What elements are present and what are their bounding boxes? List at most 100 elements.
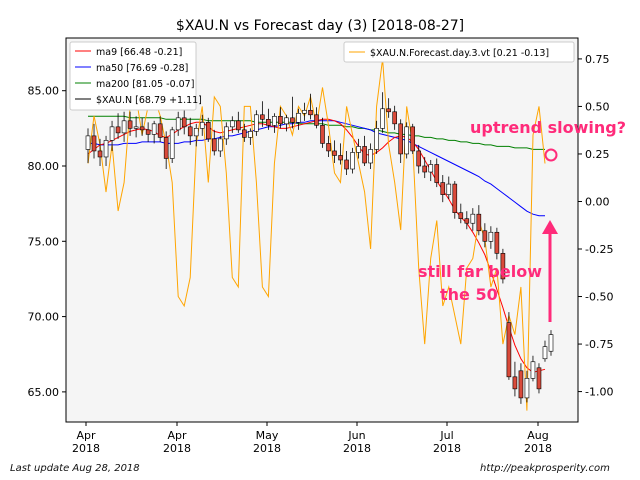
legend-label-forecast: $XAU.N.Forecast.day.3.vt [0.21 -0.13] <box>370 48 549 59</box>
y-left-tick-label: 75.00 <box>28 235 60 248</box>
candle-body <box>91 135 97 152</box>
chart-title: $XAU.N vs Forecast day (3) [2018-08-27] <box>176 18 464 34</box>
candle-body <box>452 183 458 213</box>
candle-body <box>266 119 271 126</box>
candle-body <box>242 129 247 138</box>
y-right-tick-label: -1.00 <box>585 386 613 399</box>
candle-body <box>338 155 343 161</box>
candle-body <box>308 109 313 116</box>
x-tick-label: 2018 <box>343 442 371 455</box>
candle-body <box>542 346 548 360</box>
candle-body <box>386 108 391 113</box>
footer-last-update: Last update Aug 28, 2018 <box>10 463 140 474</box>
candle-body <box>374 128 379 150</box>
x-tick-label: Jun <box>347 429 365 442</box>
candle-body <box>278 116 283 125</box>
footer-url: http://peakprosperity.com <box>480 463 610 474</box>
candle-body <box>115 126 121 134</box>
y-left-tick-label: 70.00 <box>28 311 60 324</box>
candle-body <box>416 150 422 167</box>
candle-body <box>356 146 361 153</box>
candle-body <box>236 120 241 131</box>
candle-body <box>434 164 440 183</box>
candle-body <box>320 125 325 144</box>
candle-body <box>536 367 542 390</box>
candle-body <box>230 120 235 128</box>
y-left-tick-label: 85.00 <box>28 85 60 98</box>
candle-body <box>458 212 464 220</box>
candle-body <box>97 150 103 158</box>
candle-body <box>368 149 373 164</box>
candle-body <box>85 135 91 150</box>
candle-body <box>332 150 337 156</box>
candle-body <box>272 116 277 126</box>
candle-body <box>205 122 211 140</box>
annotation-arrow-head <box>542 220 558 234</box>
candle-body <box>476 213 482 232</box>
y-right-tick-label: -0.50 <box>585 291 613 304</box>
candle-body <box>296 112 301 123</box>
candle-body <box>103 140 109 158</box>
candle-body <box>181 117 187 128</box>
candle-body <box>163 137 169 159</box>
annotation-uptrend: uptrend slowing? <box>470 118 626 137</box>
candle-body <box>344 159 349 170</box>
annotation-circle-marker <box>544 148 558 162</box>
x-tick-label: 2018 <box>253 442 281 455</box>
candle-body <box>145 129 151 135</box>
candle-body <box>446 183 452 195</box>
candle-body <box>187 126 193 137</box>
x-tick-label: 2018 <box>72 442 100 455</box>
candle-body <box>151 123 157 135</box>
candle-body <box>211 138 217 152</box>
candle-body <box>380 108 385 129</box>
annotations: uptrend slowing? still far below the 50 <box>418 118 626 322</box>
y-right-tick-label: -0.75 <box>585 338 613 351</box>
candle-body <box>410 126 416 152</box>
candle-body <box>350 152 355 170</box>
candle-body <box>302 109 307 114</box>
candle-body <box>506 322 512 378</box>
annotation-below-50-line1: still far below <box>418 262 542 281</box>
candle-body <box>193 128 199 137</box>
candle-body <box>512 376 518 390</box>
candle-body <box>392 111 397 125</box>
candle-body <box>290 117 295 123</box>
candle-body <box>488 231 494 242</box>
legend-left: ma9 [66.48 -0.21] ma50 [76.69 -0.28] ma2… <box>69 41 202 111</box>
candle-body <box>139 126 145 131</box>
x-tick-label: 2018 <box>433 442 461 455</box>
y-right-tick-label: 0.75 <box>585 53 610 66</box>
candle-body <box>127 120 133 129</box>
y-left-tick-label: 80.00 <box>28 160 60 173</box>
legend-label-ma9: ma9 [66.48 -0.21] <box>96 47 182 58</box>
candle-body <box>500 253 506 280</box>
candle-body <box>254 114 259 132</box>
legend-label-xau: $XAU.N [68.79 +1.11] <box>96 95 202 106</box>
candle-body <box>314 114 319 126</box>
candle-body <box>464 218 470 224</box>
candle-body <box>482 230 488 242</box>
candle-body <box>217 138 223 152</box>
candle-body <box>524 378 530 399</box>
candles-layer <box>85 92 554 404</box>
y-right-tick-label: 0.00 <box>585 195 610 208</box>
candle-body <box>428 164 434 173</box>
candle-body <box>121 120 127 134</box>
candle-body <box>494 231 500 254</box>
candle-body <box>404 126 409 155</box>
x-tick-label: 2018 <box>524 442 552 455</box>
x-tick-label: Jul <box>439 429 453 442</box>
candle-body <box>398 123 403 155</box>
candle-body <box>199 122 205 129</box>
candle-body <box>422 165 428 173</box>
candle-body <box>175 117 181 131</box>
candle-body <box>440 182 446 195</box>
candle-body <box>223 126 229 140</box>
legend-right: $XAU.N.Forecast.day.3.vt [0.21 -0.13] <box>343 41 575 63</box>
x-tick-label: Apr <box>76 429 96 442</box>
candle-body <box>248 131 253 138</box>
y-left-tick-label: 65.00 <box>28 386 60 399</box>
candle-body <box>169 129 175 159</box>
